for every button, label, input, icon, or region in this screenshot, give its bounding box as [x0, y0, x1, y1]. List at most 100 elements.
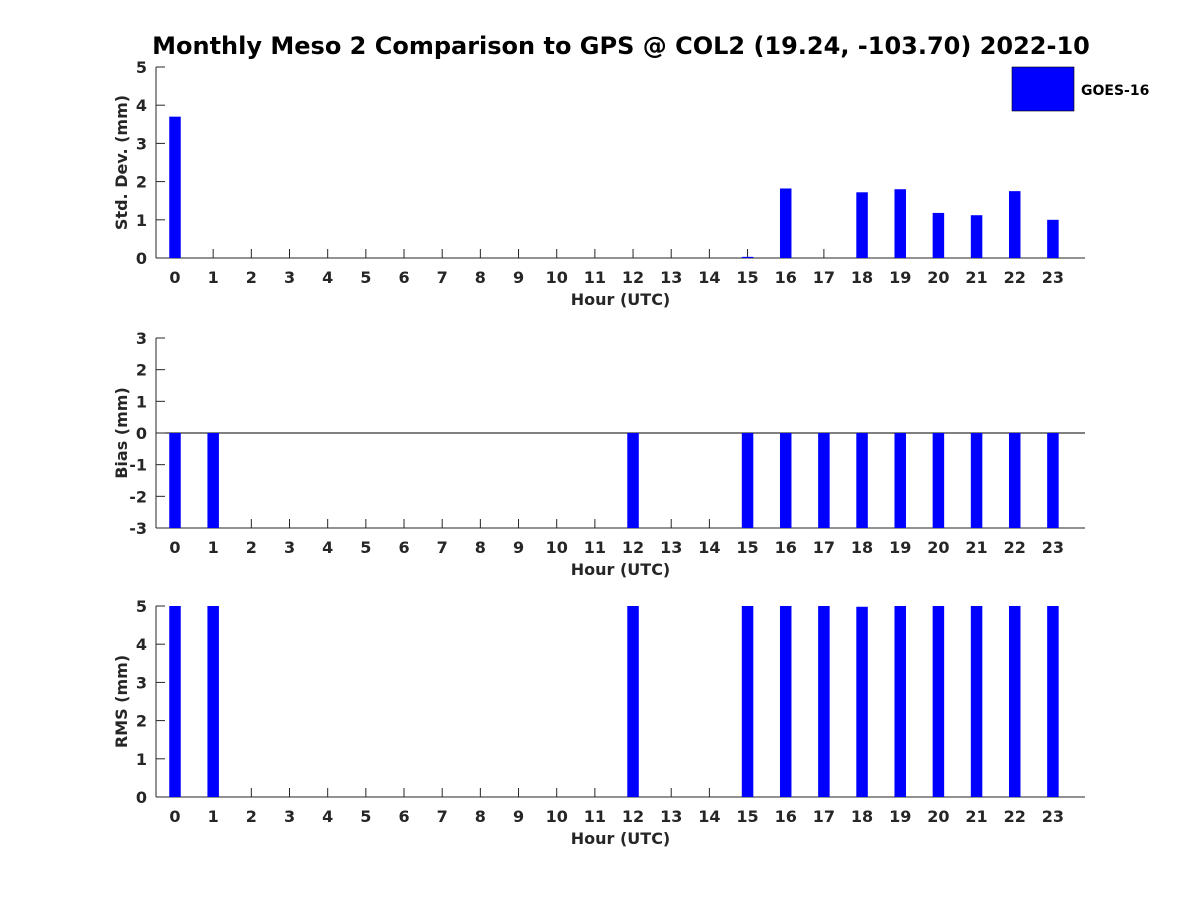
- bias-x-tick-label: 7: [437, 538, 448, 557]
- std-dev-x-tick-label: 8: [475, 268, 486, 287]
- std-dev-x-axis-label: Hour (UTC): [571, 290, 671, 309]
- rms-bar-hour-18: [856, 606, 868, 797]
- std-dev-x-tick-label: 15: [736, 268, 758, 287]
- rms-x-axis-label: Hour (UTC): [571, 829, 671, 848]
- std-dev-x-tick-label: 1: [208, 268, 219, 287]
- rms-y-tick-label: 0: [136, 788, 147, 807]
- std-dev-x-tick-label: 20: [927, 268, 949, 287]
- std-dev-x-tick-label: 17: [813, 268, 835, 287]
- std-dev-x-tick-label: 9: [513, 268, 524, 287]
- std-dev-x-tick-label: 10: [546, 268, 568, 287]
- bias-x-tick-label: 12: [622, 538, 644, 557]
- std-dev-bar-hour-23: [1047, 219, 1059, 258]
- std-dev-x-tick-label: 14: [698, 268, 720, 287]
- std-dev-x-tick-label: 2: [246, 268, 257, 287]
- std-dev-x-tick-label: 11: [584, 268, 606, 287]
- std-dev-x-tick-label: 4: [322, 268, 333, 287]
- rms-y-tick-label: 2: [136, 712, 147, 731]
- bias-x-tick-label: 9: [513, 538, 524, 557]
- rms-x-tick-label: 7: [437, 807, 448, 826]
- rms-bar-hour-21: [970, 606, 983, 797]
- bias-x-tick-label: 21: [965, 538, 987, 557]
- bias-bar-hour-18: [856, 433, 868, 528]
- rms-x-tick-label: 21: [965, 807, 987, 826]
- bias-bar-hour-22: [1008, 433, 1021, 528]
- legend-label: GOES-16: [1081, 83, 1149, 99]
- std-dev-x-tick-label: 13: [660, 268, 682, 287]
- bias-y-tick-label: 3: [136, 329, 147, 348]
- rms-bar-hour-22: [1008, 606, 1021, 797]
- bias-y-tick-label: -1: [129, 456, 147, 475]
- std-dev-y-tick-label: 3: [136, 134, 147, 153]
- rms-x-tick-label: 18: [851, 807, 873, 826]
- std-dev-bar-hour-20: [932, 212, 945, 258]
- rms-x-tick-label: 1: [208, 807, 219, 826]
- std-dev-bar-hour-18: [856, 192, 868, 258]
- chart-title: Monthly Meso 2 Comparison to GPS @ COL2 …: [152, 32, 1090, 60]
- rms-bar-hour-23: [1047, 606, 1059, 797]
- bias-bar-hour-17: [818, 433, 830, 528]
- rms-bar-hour-12: [627, 606, 639, 797]
- bias-bar-hour-19: [894, 433, 906, 528]
- legend: GOES-16: [1011, 66, 1149, 112]
- bias-x-tick-label: 18: [851, 538, 873, 557]
- std-dev-x-tick-label: 0: [169, 268, 180, 287]
- bias-bar-hour-0: [169, 433, 181, 528]
- rms-x-tick-label: 19: [889, 807, 911, 826]
- bias-x-tick-label: 17: [813, 538, 835, 557]
- std-dev-x-tick-label: 18: [851, 268, 873, 287]
- rms-y-tick-label: 5: [136, 597, 147, 616]
- bias-x-tick-label: 3: [284, 538, 295, 557]
- std-dev-y-tick-label: 2: [136, 173, 147, 192]
- bias-bar-hour-12: [627, 433, 639, 528]
- rms-x-tick-label: 20: [927, 807, 949, 826]
- bias-x-tick-label: 1: [208, 538, 219, 557]
- std-dev-x-tick-label: 7: [437, 268, 448, 287]
- std-dev-bar-hour-21: [970, 215, 983, 258]
- rms-y-tick-label: 1: [136, 750, 147, 769]
- rms-y-tick-label: 3: [136, 673, 147, 692]
- std-dev-x-tick-label: 22: [1004, 268, 1026, 287]
- std-dev-y-tick-label: 4: [136, 96, 147, 115]
- rms-y-tick-label: 4: [136, 635, 147, 654]
- std-dev-x-tick-label: 3: [284, 268, 295, 287]
- std-dev-y-tick-label: 5: [136, 58, 147, 77]
- rms-x-tick-label: 0: [169, 807, 180, 826]
- bias-x-tick-label: 2: [246, 538, 257, 557]
- rms-x-tick-label: 11: [584, 807, 606, 826]
- rms-x-tick-label: 3: [284, 807, 295, 826]
- bias-x-tick-label: 15: [736, 538, 758, 557]
- bias-y-tick-label: 0: [136, 424, 147, 443]
- rms-x-tick-label: 10: [546, 807, 568, 826]
- bias-y-axis-label: Bias (mm): [112, 387, 131, 479]
- bias-x-tick-label: 5: [360, 538, 371, 557]
- bias-bar-hour-1: [207, 433, 219, 528]
- rms-x-tick-label: 5: [360, 807, 371, 826]
- rms-x-tick-label: 16: [775, 807, 797, 826]
- bias-x-tick-label: 14: [698, 538, 720, 557]
- bias-x-tick-label: 10: [546, 538, 568, 557]
- rms-bar-hour-17: [818, 606, 830, 797]
- std-dev-y-tick-label: 0: [136, 249, 147, 268]
- std-dev-bar-hour-15: [741, 256, 754, 258]
- bias-y-tick-label: -3: [129, 519, 147, 538]
- rms-x-tick-label: 23: [1042, 807, 1064, 826]
- rms-x-tick-label: 12: [622, 807, 644, 826]
- bias-x-tick-label: 4: [322, 538, 333, 557]
- std-dev-x-tick-label: 12: [622, 268, 644, 287]
- rms-x-tick-label: 8: [475, 807, 486, 826]
- rms-bar-hour-0: [169, 606, 181, 797]
- bias-bar-hour-23: [1047, 433, 1059, 528]
- bias-x-axis-label: Hour (UTC): [571, 560, 671, 579]
- rms-x-tick-label: 17: [813, 807, 835, 826]
- std-dev-x-tick-label: 16: [775, 268, 797, 287]
- bias-x-tick-label: 20: [927, 538, 949, 557]
- rms-x-tick-label: 2: [246, 807, 257, 826]
- rms-x-tick-label: 6: [398, 807, 409, 826]
- rms-bar-hour-20: [932, 606, 945, 797]
- bias-x-tick-label: 6: [398, 538, 409, 557]
- bias-bar-hour-16: [779, 433, 792, 528]
